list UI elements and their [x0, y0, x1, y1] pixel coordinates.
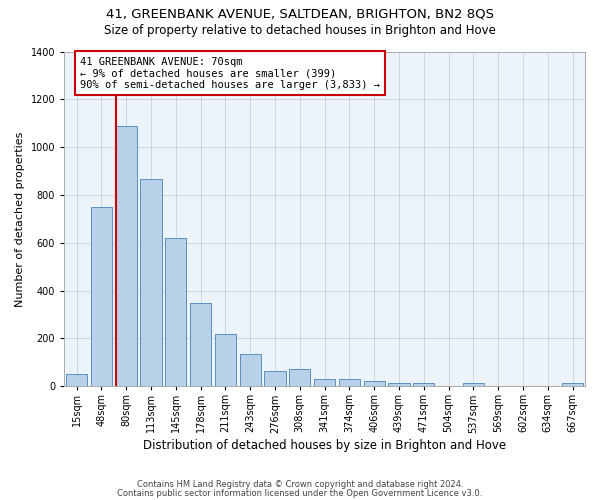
Bar — [562, 384, 583, 386]
Bar — [91, 207, 112, 386]
Bar — [215, 334, 236, 386]
Bar — [463, 384, 484, 386]
Text: 41, GREENBANK AVENUE, SALTDEAN, BRIGHTON, BN2 8QS: 41, GREENBANK AVENUE, SALTDEAN, BRIGHTON… — [106, 8, 494, 20]
Bar — [265, 370, 286, 386]
Bar — [413, 384, 434, 386]
Bar — [388, 382, 410, 386]
Bar — [364, 381, 385, 386]
Bar — [165, 238, 187, 386]
Bar — [190, 302, 211, 386]
Bar — [314, 379, 335, 386]
Bar — [116, 126, 137, 386]
Bar — [140, 180, 161, 386]
X-axis label: Distribution of detached houses by size in Brighton and Hove: Distribution of detached houses by size … — [143, 440, 506, 452]
Text: 41 GREENBANK AVENUE: 70sqm
← 9% of detached houses are smaller (399)
90% of semi: 41 GREENBANK AVENUE: 70sqm ← 9% of detac… — [80, 56, 380, 90]
Text: Contains public sector information licensed under the Open Government Licence v3: Contains public sector information licen… — [118, 489, 482, 498]
Text: Size of property relative to detached houses in Brighton and Hove: Size of property relative to detached ho… — [104, 24, 496, 37]
Bar — [66, 374, 87, 386]
Bar — [239, 354, 261, 386]
Bar — [289, 370, 310, 386]
Bar — [339, 379, 360, 386]
Y-axis label: Number of detached properties: Number of detached properties — [15, 131, 25, 306]
Text: Contains HM Land Registry data © Crown copyright and database right 2024.: Contains HM Land Registry data © Crown c… — [137, 480, 463, 489]
